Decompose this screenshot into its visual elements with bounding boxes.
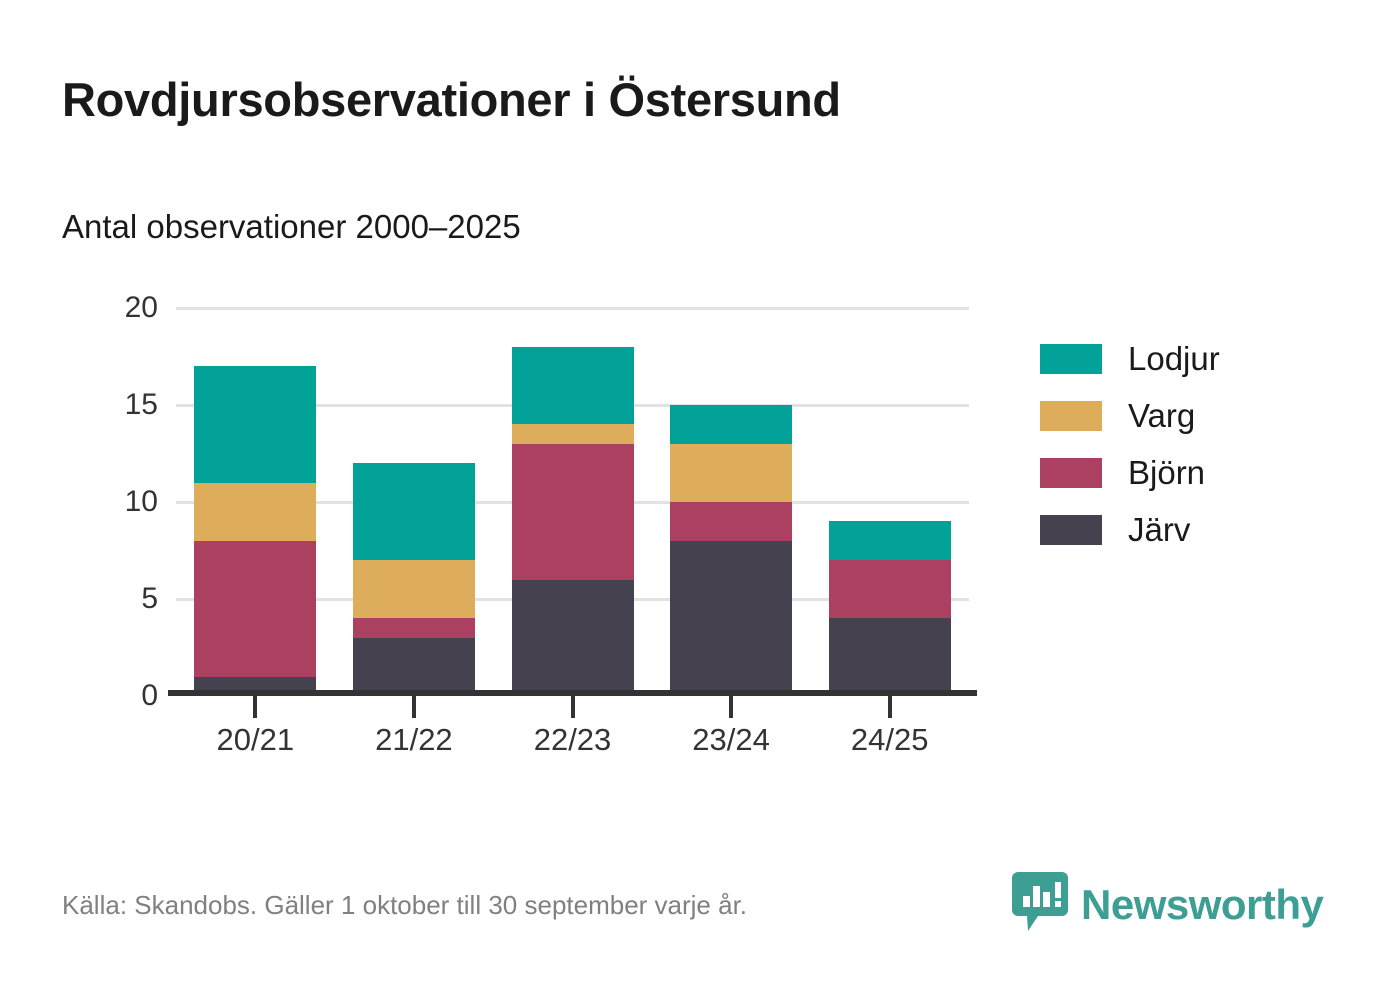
bar-segment-varg[interactable] bbox=[194, 482, 317, 541]
bar-segment-järv[interactable] bbox=[670, 540, 793, 696]
bar-stack[interactable] bbox=[352, 463, 475, 696]
x-tick-label: 20/21 bbox=[216, 722, 295, 757]
chart-subtitle: Antal observationer 2000–2025 bbox=[62, 208, 521, 245]
legend-label: Varg bbox=[1128, 396, 1196, 434]
x-tick-mark bbox=[253, 696, 258, 718]
plot-area bbox=[176, 306, 969, 696]
legend-label: Lodjur bbox=[1128, 339, 1220, 377]
bar-segment-varg[interactable] bbox=[352, 560, 475, 619]
bar-stack[interactable] bbox=[670, 405, 793, 696]
x-tick-label: 21/22 bbox=[375, 722, 453, 757]
legend-item-varg[interactable]: Varg bbox=[1040, 387, 1220, 444]
bar-segment-lodjur[interactable] bbox=[194, 366, 317, 483]
x-tick-mark bbox=[411, 696, 416, 718]
bar-segment-björn[interactable] bbox=[511, 443, 634, 580]
x-tick-mark bbox=[729, 696, 734, 718]
y-tick-label: 0 bbox=[141, 679, 158, 712]
logo-wordmark: Newsworthy bbox=[1081, 880, 1324, 928]
bar-segment-lodjur[interactable] bbox=[511, 346, 634, 425]
legend-swatch bbox=[1040, 343, 1102, 374]
legend-item-lodjur[interactable]: Lodjur bbox=[1040, 330, 1220, 387]
legend-swatch bbox=[1040, 514, 1102, 545]
x-tick-label: 24/25 bbox=[850, 722, 929, 757]
bar-stack[interactable] bbox=[511, 346, 634, 696]
bar-stack[interactable] bbox=[194, 366, 317, 696]
bar-stack[interactable] bbox=[828, 521, 951, 696]
y-tick-label: 10 bbox=[124, 485, 158, 518]
x-tick-mark bbox=[570, 696, 575, 718]
legend-item-järv[interactable]: Järv bbox=[1040, 501, 1220, 558]
chart-title: Rovdjursobservationer i Östersund bbox=[62, 73, 841, 126]
chart-legend: Lodjur Varg Björn Järv bbox=[1040, 330, 1220, 558]
y-axis-labels: 0 5 10 15 20 bbox=[60, 291, 158, 712]
bar-segment-järv[interactable] bbox=[828, 618, 951, 696]
gridline bbox=[176, 306, 969, 310]
bar-segment-björn[interactable] bbox=[828, 560, 951, 619]
newsworthy-logo: Newsworthy bbox=[1012, 872, 1324, 937]
speech-bubble-barchart-icon bbox=[1012, 872, 1068, 937]
bar-segment-varg[interactable] bbox=[511, 424, 634, 444]
bar-segment-lodjur[interactable] bbox=[352, 463, 475, 561]
bar-segment-varg[interactable] bbox=[670, 443, 793, 503]
bar-segment-lodjur[interactable] bbox=[828, 521, 951, 561]
bar-segment-järv[interactable] bbox=[511, 579, 634, 696]
x-tick-label: 22/23 bbox=[533, 722, 612, 757]
bar-segment-björn[interactable] bbox=[194, 540, 317, 677]
legend-item-björn[interactable]: Björn bbox=[1040, 444, 1220, 501]
y-tick-label: 15 bbox=[124, 388, 158, 421]
y-tick-label: 5 bbox=[141, 582, 158, 615]
legend-label: Järv bbox=[1128, 510, 1191, 548]
x-axis-line bbox=[168, 690, 977, 696]
bar-segment-björn[interactable] bbox=[352, 618, 475, 638]
bar-segment-björn[interactable] bbox=[670, 502, 793, 541]
legend-swatch bbox=[1040, 400, 1102, 431]
y-tick-label: 20 bbox=[124, 291, 158, 324]
legend-label: Björn bbox=[1128, 453, 1206, 491]
bar-segment-lodjur[interactable] bbox=[670, 405, 793, 444]
source-note: Källa: Skandobs. Gäller 1 oktober till 3… bbox=[62, 890, 748, 920]
x-tick-label: 23/24 bbox=[692, 722, 770, 757]
x-tick-mark bbox=[887, 696, 892, 718]
bar-segment-järv[interactable] bbox=[352, 637, 475, 696]
legend-swatch bbox=[1040, 457, 1102, 488]
